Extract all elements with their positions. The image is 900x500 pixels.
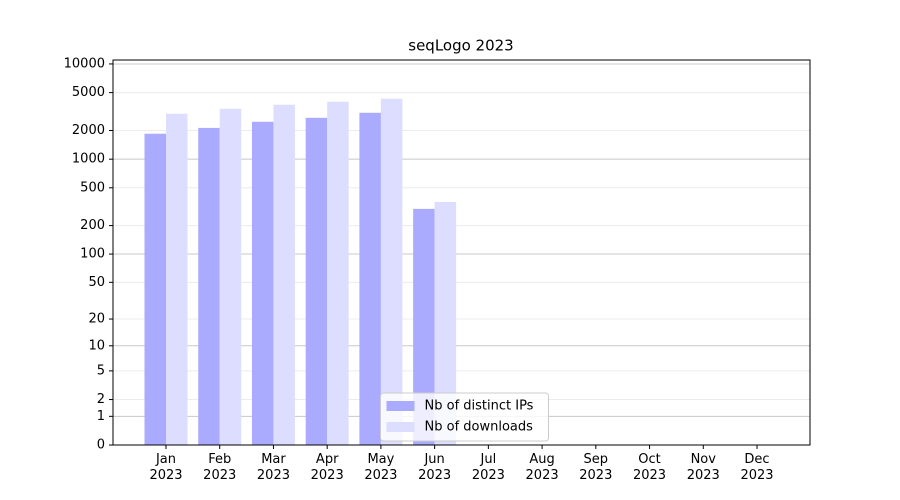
x-tick-label: Apr 2023 (310, 452, 344, 483)
y-tick-label: 2000 (72, 123, 105, 138)
y-tick-label: 200 (80, 218, 105, 233)
y-tick-label: 100 (80, 247, 105, 262)
y-tick-label: 1000 (72, 152, 105, 167)
x-tick-label: Jul 2023 (471, 452, 505, 483)
x-tick-label: Sep 2023 (579, 452, 613, 483)
y-tick-label: 500 (80, 180, 105, 195)
bar (359, 112, 381, 446)
bar (327, 101, 349, 446)
y-tick-label: 2 (97, 392, 105, 407)
y-tick-label: 0 (97, 438, 105, 453)
y-tick-label: 1 (97, 409, 105, 424)
bar (380, 98, 403, 446)
y-tick-label: 20 (88, 312, 105, 327)
legend-label: Nb of downloads (425, 420, 534, 435)
legend-label: Nb of distinct IPs (425, 399, 534, 414)
y-tick-label: 50 (88, 275, 105, 290)
y-tick-label: 5000 (72, 85, 105, 100)
x-tick-label: Feb 2023 (203, 452, 237, 483)
chart-title: seqLogo 2023 (408, 37, 513, 55)
plot-frame (112, 59, 811, 446)
x-tick-label: Dec 2023 (740, 452, 774, 483)
x-tick-label: May 2023 (364, 452, 398, 483)
bar (144, 133, 166, 446)
y-tick-label: 10 (88, 338, 105, 353)
x-tick-label: Oct 2023 (632, 452, 667, 483)
bar (219, 108, 242, 446)
legend-swatch (386, 401, 415, 411)
bar (273, 104, 295, 446)
bar (434, 201, 457, 445)
bar (166, 113, 188, 445)
x-tick-label: Aug 2023 (525, 452, 559, 483)
x-tick-label: Mar 2023 (256, 452, 290, 483)
bar (251, 121, 274, 446)
bar (198, 127, 220, 445)
bar (413, 208, 435, 445)
y-tick-label: 5 (97, 363, 105, 378)
bar (305, 117, 328, 445)
x-tick-label: Jan 2023 (149, 452, 183, 483)
y-tick-label: 10000 (64, 56, 105, 71)
x-tick-label: Jun 2023 (418, 452, 452, 483)
legend-swatch (386, 422, 415, 432)
x-tick-label: Nov 2023 (686, 452, 720, 483)
legend: Nb of distinct IPs Nb of downloads (380, 392, 549, 442)
legend-box (380, 392, 549, 442)
